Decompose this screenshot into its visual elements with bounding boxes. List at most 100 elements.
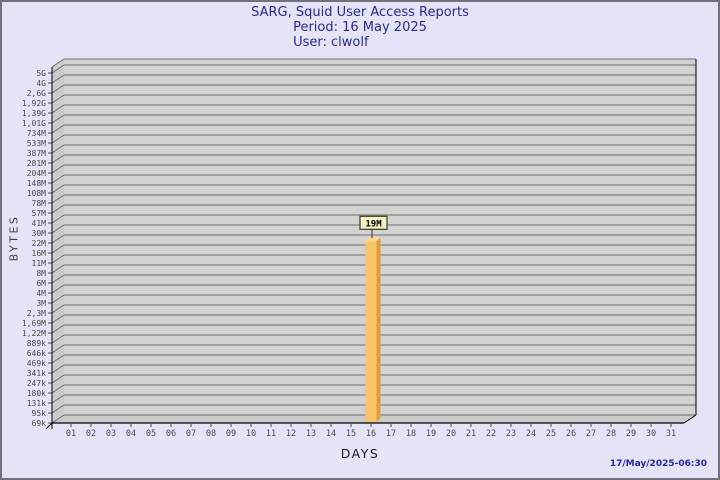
x-tick-label: 16 — [366, 429, 376, 439]
y-tick-label: 69k — [32, 419, 47, 428]
y-tick-label: 1,22M — [22, 329, 46, 338]
wall-diagonal — [51, 404, 65, 414]
y-tick-label: 469k — [27, 359, 46, 368]
wall-diagonal — [51, 414, 65, 424]
x-tick-label: 15 — [346, 429, 356, 439]
wall-diagonal — [51, 344, 65, 354]
bar-front — [365, 241, 377, 422]
wall-diagonal — [51, 84, 65, 94]
chart-period: Period: 16 May 2025 — [293, 20, 427, 35]
wall-diagonal — [51, 234, 65, 244]
x-tick-label: 10 — [246, 429, 256, 439]
x-tick-label: 09 — [226, 429, 236, 439]
wall-diagonal — [51, 64, 65, 74]
x-tick-label: 11 — [266, 429, 276, 439]
y-tick-label: 108M — [27, 189, 46, 198]
y-tick-label: 95k — [32, 409, 47, 418]
x-tick-label: 12 — [286, 429, 296, 439]
y-tick-label: 41M — [32, 219, 47, 228]
wall-diagonal — [51, 154, 65, 164]
generation-timestamp: 17/May/2025-06:30 — [609, 459, 707, 469]
y-tick-label: 2,6G — [27, 89, 46, 98]
x-tick-label: 06 — [166, 429, 176, 439]
bar-side — [376, 237, 381, 422]
x-tick-label: 25 — [546, 429, 556, 439]
y-tick-label: 16M — [32, 249, 47, 258]
wall-diagonal — [51, 74, 65, 84]
x-tick-label: 03 — [106, 429, 116, 439]
x-tick-label: 30 — [646, 429, 656, 439]
y-tick-label: 8M — [36, 269, 46, 278]
y-tick-label: 11M — [32, 259, 47, 268]
bar-top — [365, 237, 381, 242]
x-tick-label: 31 — [666, 429, 676, 439]
y-tick-label: 341k — [27, 369, 46, 378]
x-tick-label: 14 — [326, 429, 336, 439]
wall-diagonal — [51, 374, 65, 384]
wall-diagonal — [51, 304, 65, 314]
wall-diagonal — [51, 394, 65, 404]
value-label: 19M — [365, 219, 382, 229]
wall-diagonal — [51, 164, 65, 174]
x-tick-label: 13 — [306, 429, 316, 439]
wall-diagonal — [51, 174, 65, 184]
wall-diagonal — [51, 194, 65, 204]
left-wall — [52, 59, 64, 423]
y-tick-label: 30M — [32, 229, 47, 238]
wall-diagonal — [51, 354, 65, 364]
x-tick-label: 08 — [206, 429, 216, 439]
y-tick-label: 78M — [32, 199, 47, 208]
wall-diagonal — [51, 384, 65, 394]
wall-diagonal — [51, 104, 65, 114]
x-tick-label: 29 — [626, 429, 636, 439]
wall-diagonal — [51, 294, 65, 304]
x-tick-label: 21 — [466, 429, 476, 439]
wall-diagonal — [51, 244, 65, 254]
wall-diagonal — [51, 334, 65, 344]
y-tick-label: 57M — [32, 209, 47, 218]
x-tick-label: 17 — [386, 429, 396, 439]
wall-diagonal — [51, 274, 65, 284]
y-tick-label: 3M — [36, 299, 46, 308]
x-tick-label: 01 — [66, 429, 76, 439]
y-tick-label: 1,92G — [22, 99, 46, 108]
y-tick-label: 734M — [27, 129, 46, 138]
wall-diagonal — [51, 204, 65, 214]
y-tick-label: 22M — [32, 239, 47, 248]
y-tick-label: 1,39G — [22, 109, 46, 118]
wall-top-edge — [51, 58, 65, 68]
wall-diagonal — [51, 254, 65, 264]
wall-diagonal — [51, 264, 65, 274]
x-tick-label: 18 — [406, 429, 416, 439]
y-tick-label: 6M — [36, 279, 46, 288]
y-tick-label: 4M — [36, 289, 46, 298]
wall-diagonal — [51, 114, 65, 124]
x-tick-label: 05 — [146, 429, 156, 439]
chart-subtitles: Period: 16 May 2025 User: clwolf — [293, 20, 427, 50]
y-tick-label: 148M — [27, 179, 46, 188]
y-tick-label: 1,69M — [22, 319, 46, 328]
y-tick-label: 281M — [27, 159, 46, 168]
y-tick-label: 889k — [27, 339, 46, 348]
x-tick-label: 07 — [186, 429, 196, 439]
value-label-box — [359, 215, 388, 230]
y-tick-label: 180k — [27, 389, 46, 398]
wall-diagonal — [51, 284, 65, 294]
y-tick-label: 1,01G — [22, 119, 46, 128]
x-tick-label: 20 — [446, 429, 456, 439]
wall-diagonal — [51, 94, 65, 104]
chart-user: User: clwolf — [293, 35, 369, 50]
x-tick-label: 28 — [606, 429, 616, 439]
y-tick-label: 646k — [27, 349, 46, 358]
chart-title: SARG, Squid User Access Reports — [251, 5, 469, 20]
x-tick-label: 22 — [486, 429, 496, 439]
x-tick-label: 02 — [86, 429, 96, 439]
x-tick-label: 26 — [566, 429, 576, 439]
x-tick-label: 27 — [586, 429, 596, 439]
x-axis-title: DAYS — [340, 446, 380, 461]
y-tick-label: 5G — [36, 69, 46, 78]
y-tick-label: 2,3M — [27, 309, 46, 318]
origin-corner-tick — [45, 422, 53, 430]
